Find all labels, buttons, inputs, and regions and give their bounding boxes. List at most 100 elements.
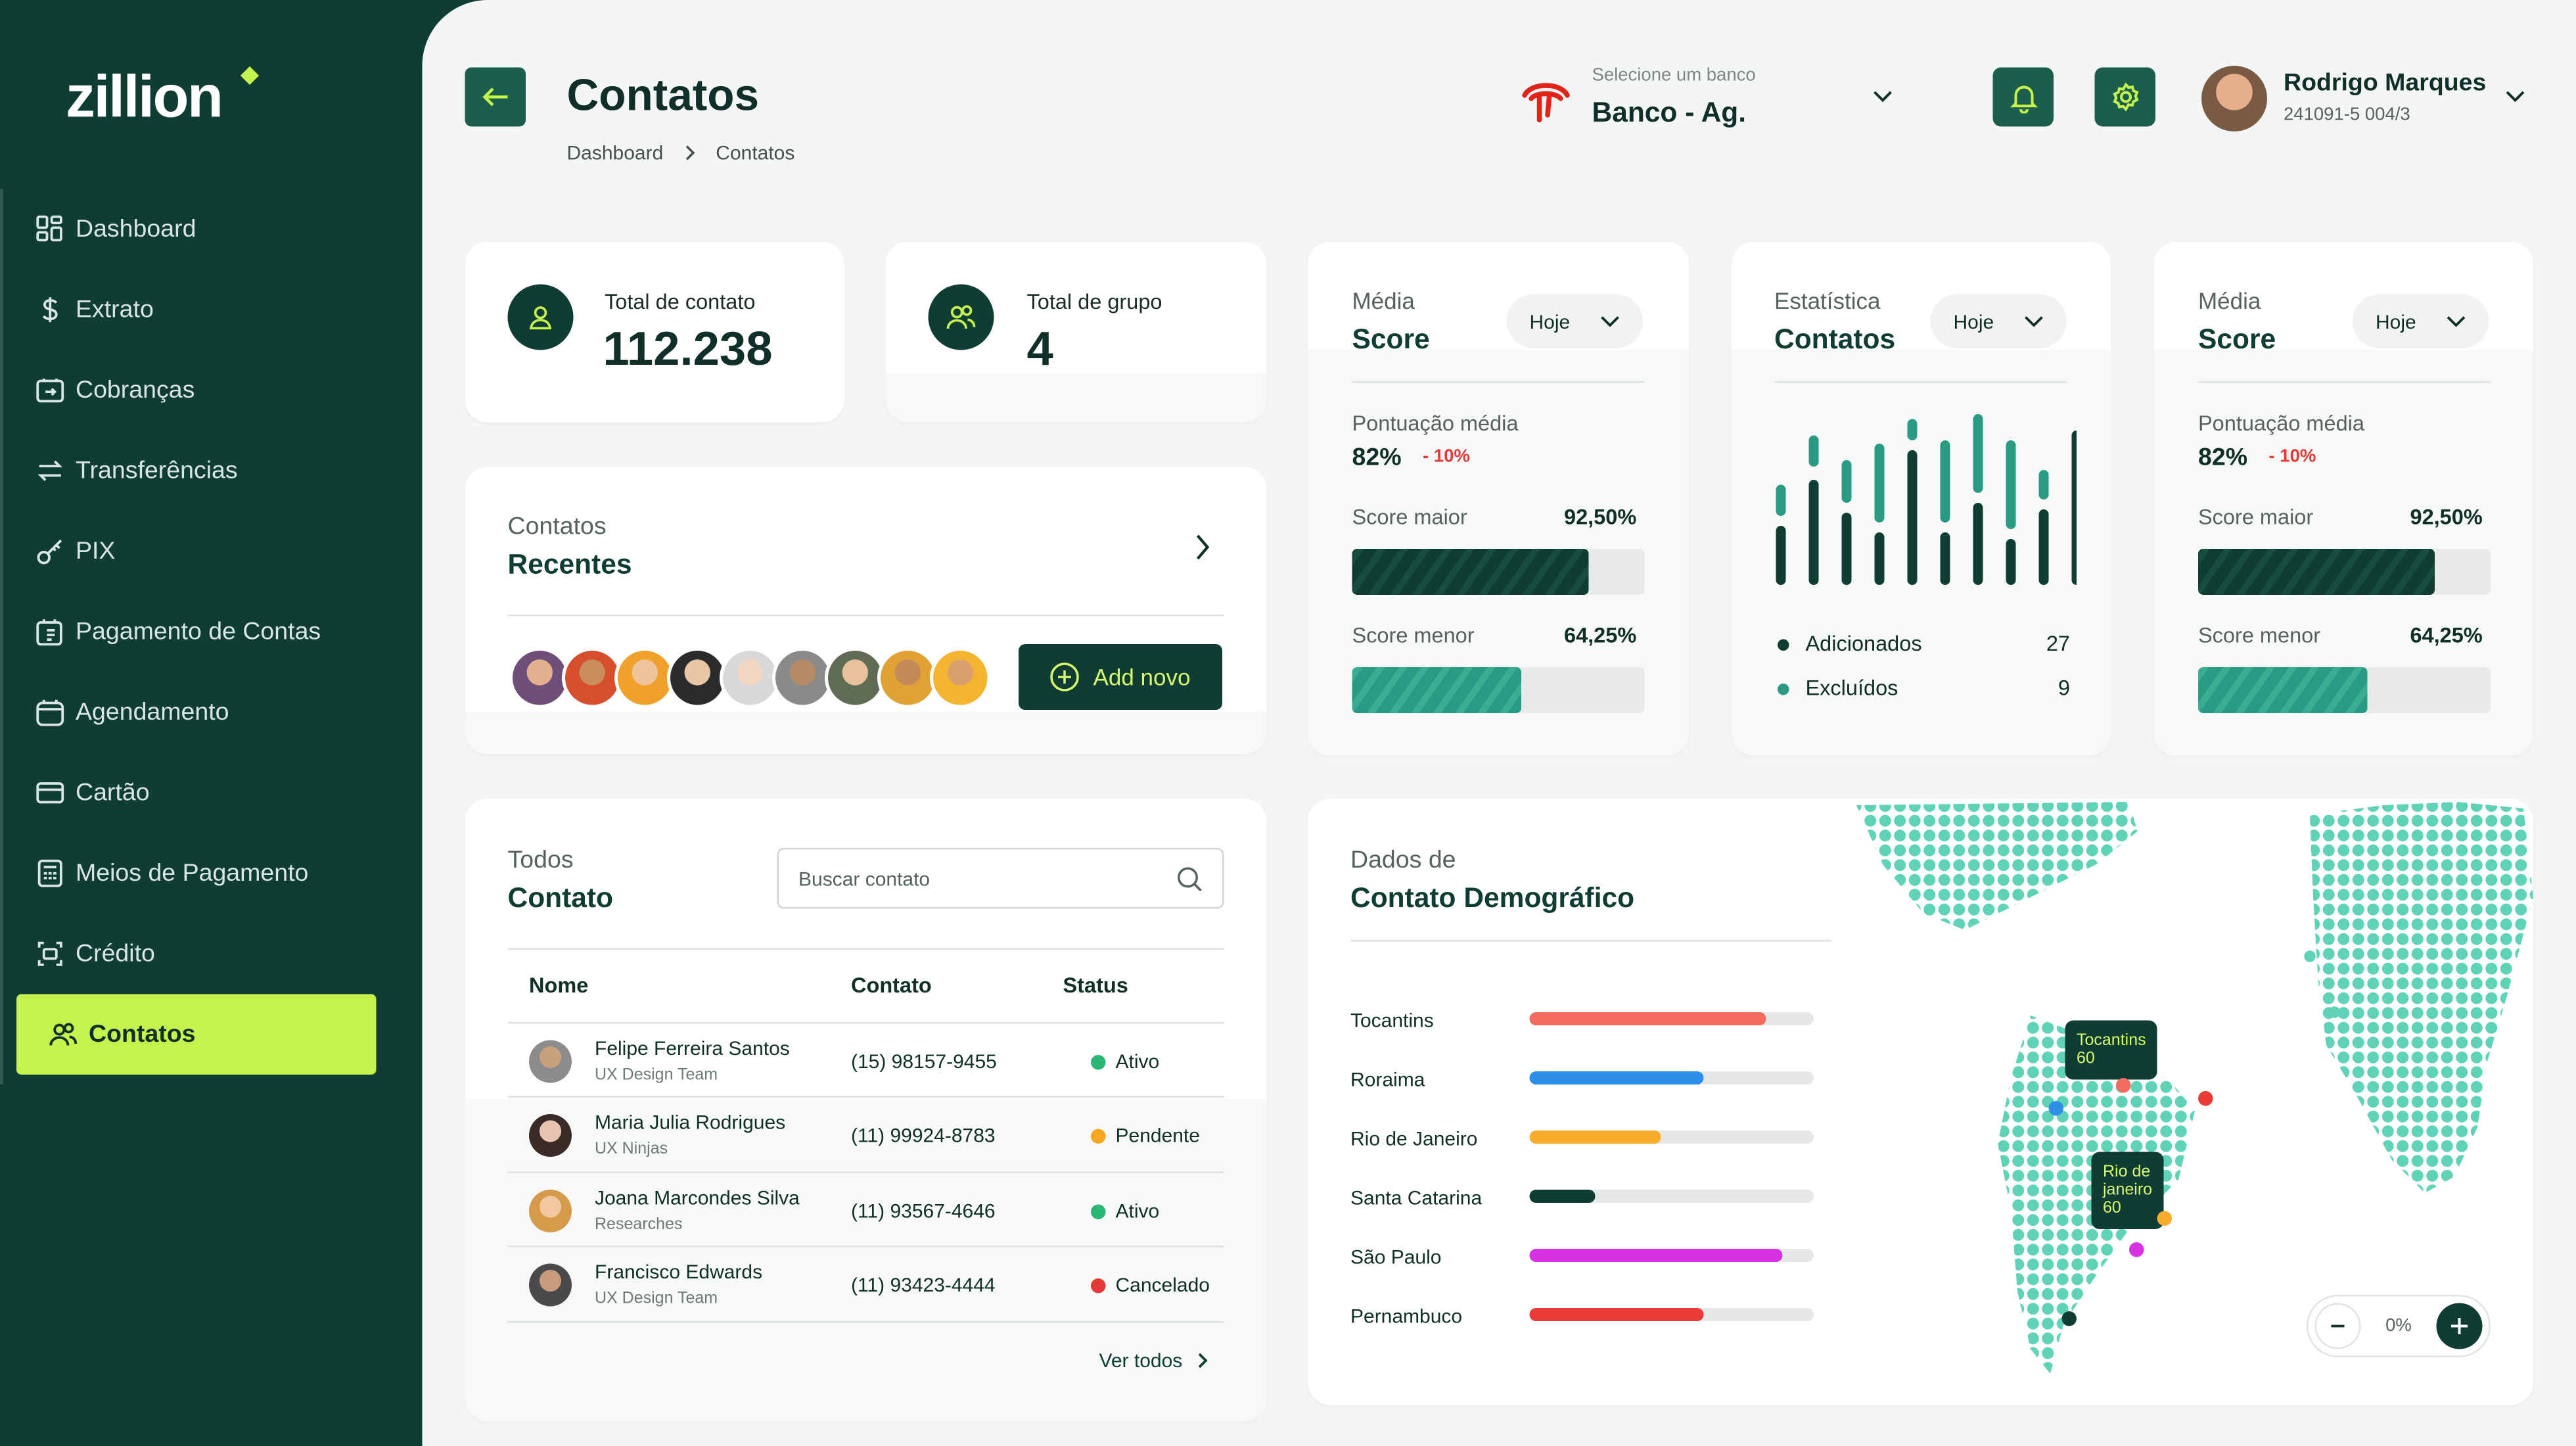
breadcrumb-dashboard[interactable]: Dashboard — [566, 141, 664, 164]
key-icon — [33, 535, 66, 568]
avatar[interactable] — [509, 647, 570, 709]
card-footer-shade — [465, 711, 1267, 755]
users-icon — [46, 1018, 79, 1051]
add-contact-button[interactable]: Add novo — [1019, 644, 1222, 710]
zoom-in-button[interactable] — [2436, 1303, 2483, 1349]
contact-team: UX Ninjas — [595, 1140, 668, 1159]
settings-button[interactable] — [2094, 67, 2155, 127]
divider — [507, 948, 1224, 950]
sidebar-item-label: Cartão — [76, 779, 150, 807]
bank-select-label: Selecione um banco — [1592, 66, 1756, 85]
card-title-pre: Média — [2198, 287, 2261, 314]
see-all-link[interactable]: Ver todos — [1099, 1349, 1209, 1372]
status-badge: Cancelado — [1091, 1274, 1210, 1297]
period-select[interactable]: Hoje — [1930, 294, 2067, 348]
sidebar: zillion Dashboard Extrato Cobranças Tran… — [0, 0, 423, 1446]
map-marker-santa-catarina[interactable] — [2061, 1311, 2077, 1326]
table-row[interactable]: Maria Julia Rodrigues UX Ninjas (11) 999… — [465, 1098, 1267, 1173]
zoom-out-button[interactable] — [2314, 1303, 2361, 1349]
contact-phone: (11) 93423-4444 — [851, 1273, 996, 1297]
state-bar-fill — [1529, 1071, 1703, 1084]
state-bar — [1529, 1071, 1814, 1084]
back-button[interactable] — [465, 67, 526, 127]
map-marker-rio[interactable] — [2157, 1211, 2172, 1226]
table-row[interactable]: Joana Marcondes Silva Researches (11) 93… — [465, 1173, 1267, 1249]
avatar[interactable] — [614, 647, 676, 709]
map-marker-tocantins[interactable] — [2116, 1078, 2131, 1093]
min-score-fill — [1352, 667, 1522, 713]
sidebar-item-pagamento-contas[interactable]: Pagamento de Contas — [0, 592, 423, 672]
table-row[interactable]: Francisco Edwards UX Design Team (11) 93… — [465, 1248, 1267, 1323]
avatar[interactable] — [930, 647, 991, 709]
avatar[interactable] — [667, 647, 728, 709]
sidebar-item-pix[interactable]: PIX — [0, 511, 423, 592]
sidebar-item-agendamento[interactable]: Agendamento — [0, 672, 423, 753]
notifications-button[interactable] — [1992, 67, 2054, 127]
divider — [507, 1321, 1224, 1323]
sidebar-item-cobrancas[interactable]: Cobranças — [0, 350, 423, 431]
avatar[interactable] — [877, 647, 938, 709]
chevron-down-icon — [2025, 315, 2043, 327]
sidebar-item-meios-pagamento[interactable]: Meios de Pagamento — [0, 833, 423, 914]
map-marker-pernambuco[interactable] — [2198, 1091, 2213, 1106]
stat-value: 112.238 — [603, 323, 773, 377]
state-bar-fill — [1529, 1131, 1661, 1144]
column-header-status[interactable]: Status — [1063, 973, 1128, 998]
sidebar-item-transferencias[interactable]: Transferências — [0, 431, 423, 511]
state-bar — [1529, 1249, 1814, 1262]
contact-name: Maria Julia Rodrigues — [595, 1111, 786, 1134]
card-title: Score — [2198, 323, 2276, 356]
total-groups-card: Total de grupo 4 — [885, 241, 1267, 423]
period-select[interactable]: Hoje — [2353, 294, 2489, 348]
sidebar-item-label: PIX — [76, 537, 116, 566]
chevron-down-icon — [1601, 315, 1619, 327]
see-all-label: Ver todos — [1099, 1349, 1183, 1372]
map-marker-roraima[interactable] — [2048, 1101, 2063, 1116]
sidebar-item-credito[interactable]: Crédito — [0, 914, 423, 994]
avatar[interactable] — [720, 647, 781, 709]
period-value: Hoje — [1529, 310, 1571, 333]
plus-icon — [2451, 1318, 2468, 1334]
bank-select-value[interactable]: Banco - Ag. — [1592, 97, 1747, 129]
plus-circle-icon — [1051, 663, 1080, 691]
card-title: Contatos — [1774, 323, 1896, 356]
chevron-down-icon[interactable] — [1870, 85, 1896, 108]
avatar — [529, 1190, 572, 1232]
logo: zillion — [66, 62, 223, 130]
user-avatar[interactable] — [2201, 66, 2267, 131]
legend-dot — [1778, 639, 1789, 651]
recent-contacts-card: Contatos Recentes Add novo — [465, 467, 1267, 755]
chevron-down-icon — [2447, 315, 2466, 327]
column-header-contact[interactable]: Contato — [851, 973, 932, 998]
sidebar-item-label: Cobranças — [76, 376, 195, 405]
avg-value: 82% — [1352, 444, 1402, 472]
table-row[interactable]: Felipe Ferreira Santos UX Design Team (1… — [465, 1023, 1267, 1100]
map-tooltip-rio: Rio de janeiro 60 — [2091, 1152, 2164, 1229]
avatar[interactable] — [772, 647, 833, 709]
avatar[interactable] — [825, 647, 886, 709]
breadcrumb: Dashboard Contatos — [567, 141, 795, 164]
map-tooltip-tocantins: Tocantins 60 — [2065, 1020, 2158, 1080]
column-header-name[interactable]: Nome — [529, 973, 589, 998]
breadcrumb-contatos: Contatos — [716, 141, 795, 164]
sidebar-item-dashboard[interactable]: Dashboard — [0, 189, 423, 270]
avg-delta: - 10% — [2268, 447, 2316, 467]
legend-label: Excluídos — [1805, 675, 1898, 701]
avatar[interactable] — [562, 647, 623, 709]
state-label: Pernambuco — [1350, 1305, 1463, 1328]
sidebar-item-cartao[interactable]: Cartão — [0, 753, 423, 833]
sidebar-item-label: Extrato — [76, 296, 154, 324]
sidebar-item-contatos[interactable]: Contatos — [16, 994, 377, 1075]
state-label: Rio de Janeiro — [1350, 1127, 1478, 1150]
period-select[interactable]: Hoje — [1506, 294, 1643, 348]
chevron-right-icon[interactable] — [1193, 532, 1212, 562]
map-marker-sao-paulo[interactable] — [2129, 1242, 2144, 1257]
search-icon[interactable] — [1176, 866, 1203, 893]
map-dot — [2328, 1006, 2341, 1018]
period-value: Hoje — [2376, 310, 2416, 333]
search-input[interactable]: Buscar contato — [777, 848, 1224, 909]
user-icon — [507, 284, 574, 350]
sidebar-item-extrato[interactable]: Extrato — [0, 269, 423, 350]
sidebar-item-label: Pagamento de Contas — [76, 618, 321, 646]
chevron-down-icon[interactable] — [2502, 85, 2529, 108]
